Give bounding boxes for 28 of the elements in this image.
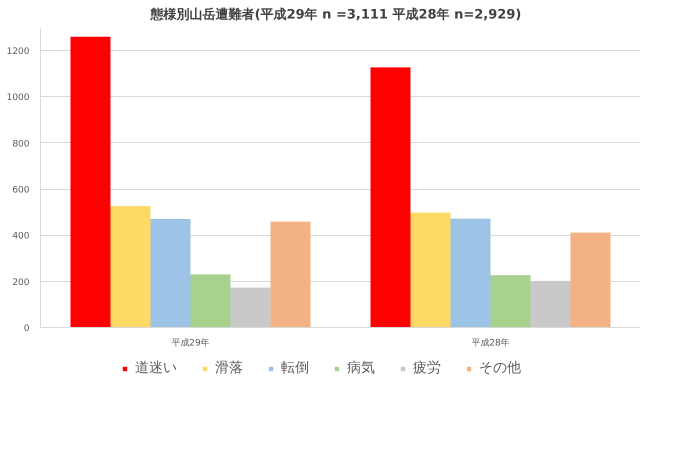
y-tick-label: 800 bbox=[12, 139, 30, 150]
bar bbox=[410, 212, 450, 328]
legend-label: 転倒 bbox=[281, 359, 309, 377]
bar bbox=[450, 218, 490, 328]
bar bbox=[70, 36, 110, 328]
y-tick-label: 600 bbox=[12, 186, 30, 196]
y-tick-label: 1000 bbox=[6, 93, 30, 104]
bar bbox=[530, 280, 570, 328]
bar bbox=[570, 232, 610, 328]
legend-label: 疲労 bbox=[413, 359, 441, 377]
x-tick-label: 平成29年 bbox=[171, 338, 210, 348]
y-tick-label: 0 bbox=[24, 324, 30, 334]
legend-label: 滑落 bbox=[215, 359, 243, 377]
x-tick-label: 平成28年 bbox=[471, 338, 510, 348]
y-tick-label: 200 bbox=[12, 278, 30, 288]
y-tick-label: 400 bbox=[12, 232, 30, 242]
bar bbox=[370, 67, 410, 328]
legend-label: 道迷い bbox=[135, 359, 177, 377]
legend-label: その他 bbox=[479, 359, 521, 377]
y-tick-label: 1200 bbox=[6, 47, 30, 58]
bar bbox=[270, 222, 310, 328]
legend-label: 病気 bbox=[347, 359, 375, 377]
chart-title: 態様別山岳遭難者(平成29年 n =3,111 平成28年 n=2,929) bbox=[150, 6, 522, 22]
bar bbox=[190, 274, 230, 328]
bar bbox=[150, 219, 190, 328]
bar bbox=[230, 288, 270, 328]
bar bbox=[490, 275, 530, 328]
bar bbox=[110, 206, 150, 328]
